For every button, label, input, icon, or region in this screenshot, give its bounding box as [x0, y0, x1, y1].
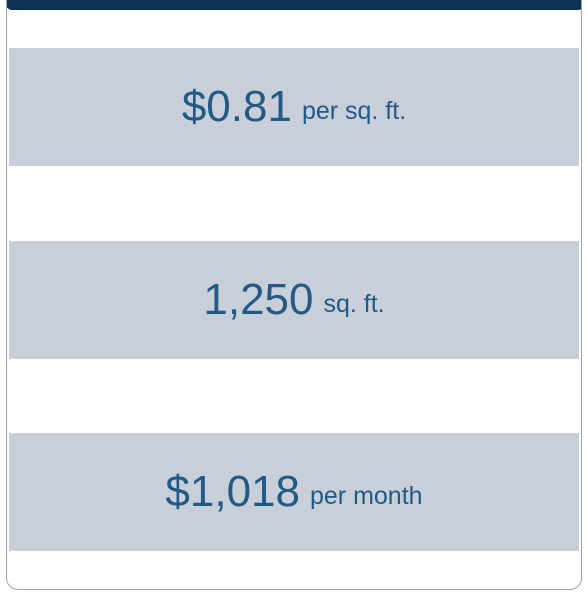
- price-row: $0.81 per sq. ft.: [9, 48, 579, 166]
- header-bar: [7, 0, 581, 10]
- area-row: 1,250 sq. ft.: [9, 241, 579, 359]
- value: 1,250: [203, 275, 314, 324]
- value: $1,018: [165, 467, 300, 516]
- unit: sq. ft.: [323, 289, 385, 318]
- unit: per sq. ft.: [301, 96, 407, 125]
- unit: per month: [310, 481, 423, 510]
- value: $0.81: [181, 82, 292, 131]
- price-card: $0.81 per sq. ft. 1,250 sq. ft. $1,018 p…: [6, 0, 582, 590]
- rent-row: $1,018 per month: [9, 433, 579, 551]
